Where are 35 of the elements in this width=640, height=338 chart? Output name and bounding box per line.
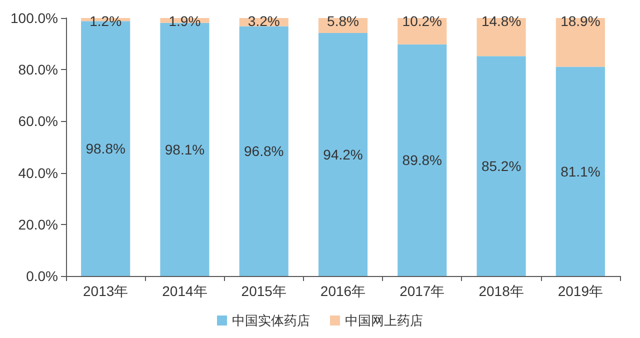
data-label: 85.2% [481, 158, 522, 174]
x-tick-label: 2013年 [82, 283, 128, 299]
data-label: 94.2% [323, 146, 363, 162]
data-label: 81.1% [560, 163, 600, 180]
x-tick-label: 2016年 [320, 283, 366, 299]
legend-label: 中国网上药店 [345, 313, 423, 328]
data-label: 98.8% [86, 140, 126, 157]
data-label: 10.2% [402, 13, 442, 29]
y-tick-label: 80.0% [18, 62, 58, 78]
data-label: 14.8% [481, 13, 522, 29]
data-label: 98.1% [164, 141, 205, 158]
data-label: 18.9% [560, 13, 600, 29]
y-tick-label: 40.0% [18, 164, 58, 181]
legend-label: 中国实体药店 [232, 313, 310, 328]
y-tick-label: 100.0% [10, 10, 58, 26]
x-tick-label: 2014年 [162, 283, 208, 299]
y-tick-label: 0.0% [26, 268, 58, 284]
bar [556, 66, 605, 276]
x-tick-label: 2015年 [241, 283, 286, 299]
y-tick-label: 60.0% [18, 113, 58, 130]
x-tick-label: 2019年 [558, 283, 604, 299]
bar [398, 18, 447, 44]
bar [476, 56, 526, 276]
x-tick-label: 2017年 [400, 283, 445, 299]
data-label: 89.8% [402, 152, 442, 168]
x-tick-label: 2018年 [478, 283, 524, 299]
bar [239, 26, 288, 276]
bar [476, 18, 526, 56]
data-label: 5.8% [327, 13, 359, 29]
data-label: 96.8% [244, 143, 284, 160]
data-label: 3.2% [248, 13, 280, 29]
y-tick-label: 20.0% [18, 216, 58, 232]
bar [318, 32, 368, 276]
bar [556, 18, 605, 67]
bar [398, 44, 447, 276]
